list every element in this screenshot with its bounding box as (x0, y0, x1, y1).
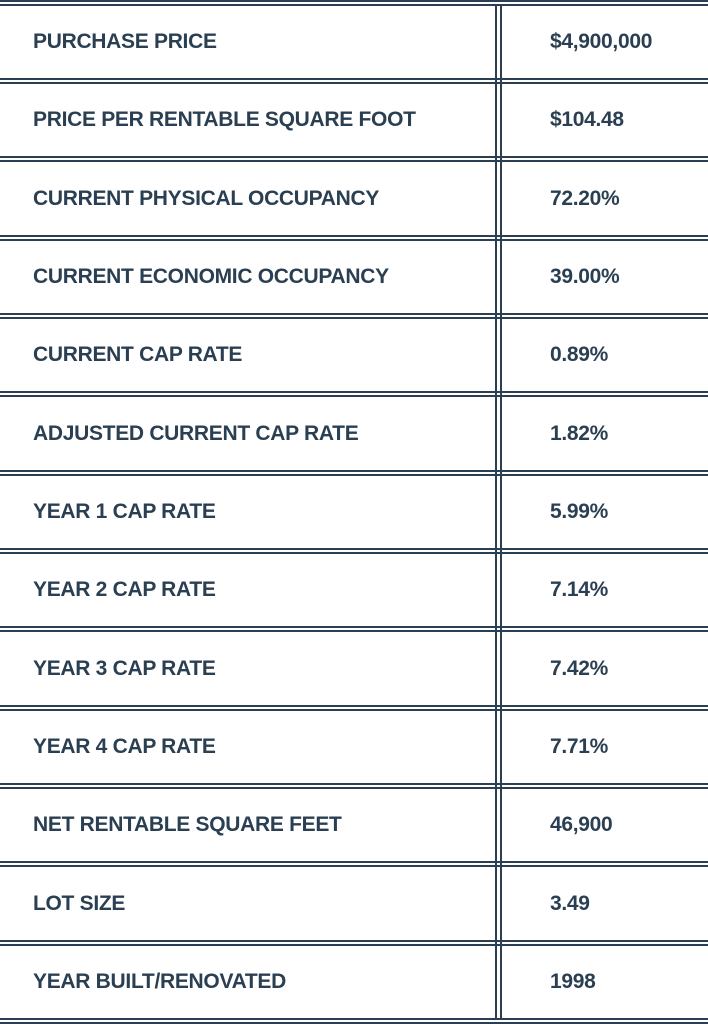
row-label: PRICE PER RENTABLE SQUARE FOOT (33, 108, 416, 131)
table-row: ADJUSTED CURRENT CAP RATE 1.82% (0, 398, 708, 470)
row-divider (0, 0, 708, 6)
row-value: $4,900,000 (550, 30, 653, 53)
row-label: NET RENTABLE SQUARE FEET (33, 813, 342, 836)
row-label: PURCHASE PRICE (33, 30, 217, 53)
table-row: NET RENTABLE SQUARE FEET 46,900 (0, 789, 708, 861)
table-row: CURRENT PHYSICAL OCCUPANCY 72.20% (0, 163, 708, 235)
row-value: 0.89% (550, 343, 609, 366)
row-label: YEAR BUILT/RENOVATED (33, 970, 287, 993)
row-value: $104.48 (550, 108, 624, 131)
row-value: 3.49 (550, 892, 590, 915)
row-value: 7.14% (550, 578, 609, 601)
row-label: YEAR 4 CAP RATE (33, 735, 216, 758)
table-row: PURCHASE PRICE $4,900,000 (0, 6, 708, 78)
row-label: LOT SIZE (33, 892, 126, 915)
row-label: CURRENT PHYSICAL OCCUPANCY (33, 187, 380, 210)
row-divider (0, 78, 708, 84)
row-value: 72.20% (550, 187, 620, 210)
row-divider (0, 313, 708, 319)
row-value: 39.00% (550, 265, 620, 288)
row-label: CURRENT ECONOMIC OCCUPANCY (33, 265, 389, 288)
row-value: 7.71% (550, 735, 609, 758)
table-row: YEAR 1 CAP RATE 5.99% (0, 476, 708, 548)
row-divider (0, 235, 708, 241)
row-value: 1.82% (550, 422, 609, 445)
row-divider (0, 156, 708, 162)
row-divider (0, 783, 708, 789)
table-row: PRICE PER RENTABLE SQUARE FOOT $104.48 (0, 84, 708, 156)
row-divider (0, 705, 708, 711)
table-row: YEAR 2 CAP RATE 7.14% (0, 554, 708, 626)
row-label: YEAR 2 CAP RATE (33, 578, 216, 601)
table-row: YEAR 3 CAP RATE 7.42% (0, 633, 708, 705)
row-divider (0, 391, 708, 397)
row-value: 1998 (550, 970, 596, 993)
table-row: YEAR BUILT/RENOVATED 1998 (0, 946, 708, 1018)
table-row: YEAR 4 CAP RATE 7.71% (0, 711, 708, 783)
row-value: 46,900 (550, 813, 613, 836)
row-value: 5.99% (550, 500, 609, 523)
row-label: CURRENT CAP RATE (33, 343, 243, 366)
row-divider (0, 940, 708, 946)
table-row: LOT SIZE 3.49 (0, 868, 708, 940)
row-label: YEAR 1 CAP RATE (33, 500, 216, 523)
row-divider (0, 1018, 708, 1024)
column-divider (495, 6, 502, 1018)
table-row: CURRENT CAP RATE 0.89% (0, 319, 708, 391)
row-divider (0, 470, 708, 476)
row-divider (0, 861, 708, 867)
row-label: YEAR 3 CAP RATE (33, 657, 216, 680)
row-label: ADJUSTED CURRENT CAP RATE (33, 422, 359, 445)
table-row: CURRENT ECONOMIC OCCUPANCY 39.00% (0, 241, 708, 313)
row-divider (0, 626, 708, 632)
row-value: 7.42% (550, 657, 609, 680)
row-divider (0, 548, 708, 554)
